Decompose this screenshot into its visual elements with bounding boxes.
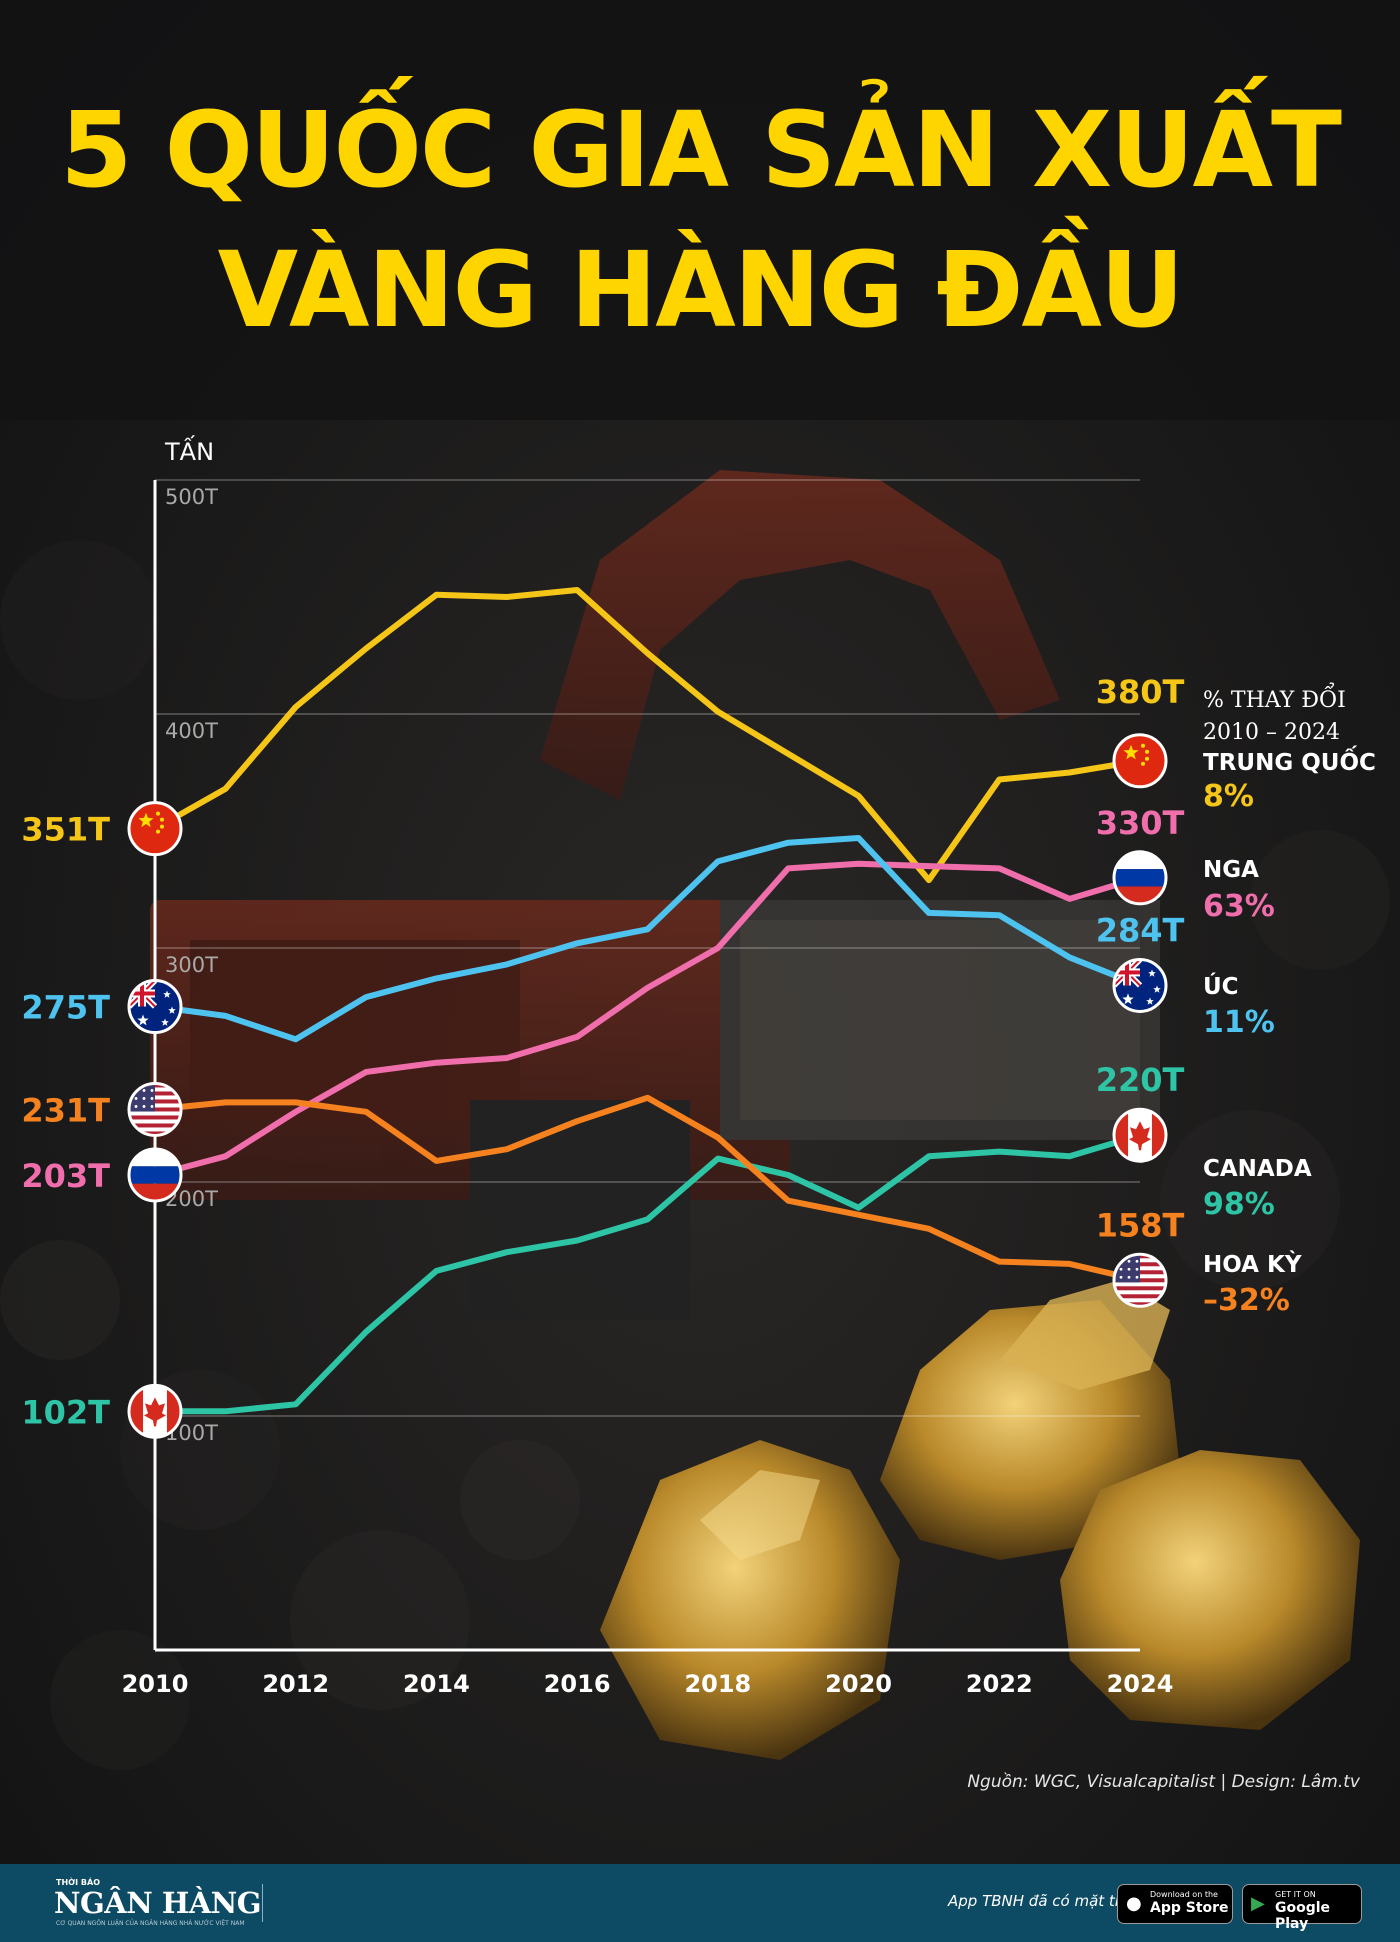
y-tick-label: 500T xyxy=(165,485,218,509)
flag-ring xyxy=(127,1383,183,1439)
x-tick-label: 2014 xyxy=(403,1670,470,1698)
brand-logo[interactable]: NGÂN HÀNG xyxy=(54,1886,262,1920)
google-play-button[interactable]: ▶ GET IT ON Google Play xyxy=(1242,1884,1362,1932)
app-store-button[interactable]: ● Download on the App Store xyxy=(1117,1884,1233,1924)
x-tick-label: 2012 xyxy=(262,1670,329,1698)
y-tick-label: 300T xyxy=(165,953,218,977)
x-tick-labels: 2010 2012 2014 2016 2018 2020 2022 2024 xyxy=(122,1670,1174,1698)
gold-nuggets-illustration xyxy=(600,1280,1360,1760)
x-tick-label: 2018 xyxy=(684,1670,751,1698)
x-tick-label: 2024 xyxy=(1107,1670,1174,1698)
change-percent-label: 63% xyxy=(1203,889,1275,924)
play-icon: ▶ xyxy=(1251,1893,1265,1914)
flag-ring xyxy=(1112,1107,1168,1163)
series-line-0 xyxy=(152,587,1143,884)
title-line-1: 5 QUỐC GIA SẢN XUẤT xyxy=(60,89,1342,211)
country-name-label: ÚC xyxy=(1203,972,1239,1000)
flag-ring xyxy=(1112,957,1168,1013)
footer-bar: THỜI BÁO NGÂN HÀNG CƠ QUAN NGÔN LUẬN CỦA… xyxy=(0,1864,1400,1942)
brand-tagline: CƠ QUAN NGÔN LUẬN CỦA NGÂN HÀNG NHÀ NƯỚC… xyxy=(56,1920,245,1927)
end-flag-marker xyxy=(1112,850,1168,906)
source-credit: Nguồn: WGC, Visualcapitalist | Design: L… xyxy=(967,1772,1360,1792)
x-tick-label: 2016 xyxy=(544,1670,611,1698)
grid-lines xyxy=(155,479,1140,1417)
country-name-label: NGA xyxy=(1203,857,1259,883)
app-store-label: App Store xyxy=(1150,1900,1229,1916)
start-value-label: 203T xyxy=(21,1157,110,1195)
app-store-small-label: Download on the xyxy=(1150,1890,1218,1899)
footer-divider xyxy=(262,1884,263,1922)
flag-ring xyxy=(1112,850,1168,906)
end-flag-marker xyxy=(1112,733,1168,789)
change-percent-label: 98% xyxy=(1203,1187,1275,1222)
title-line-2: VÀNG HÀNG ĐẦU xyxy=(217,229,1185,351)
x-tick-label: 2020 xyxy=(825,1670,892,1698)
flag-ring xyxy=(1112,733,1168,789)
y-axis-title: TẤN xyxy=(164,434,214,466)
end-flag-marker xyxy=(1112,957,1168,1013)
end-value-label: 220T xyxy=(1096,1061,1185,1099)
change-percent-label: 11% xyxy=(1203,1005,1275,1040)
series-line-2 xyxy=(152,835,1143,1043)
brand-prefix: THỜI BÁO xyxy=(56,1878,100,1887)
google-play-label: Google Play xyxy=(1275,1900,1331,1932)
end-value-label: 380T xyxy=(1096,673,1185,711)
start-value-label: 351T xyxy=(21,811,110,849)
flag-ring xyxy=(127,801,183,857)
start-value-label: 102T xyxy=(21,1393,110,1431)
series-line-3 xyxy=(152,1132,1143,1415)
series-markers xyxy=(127,733,1168,1439)
end-flag-marker xyxy=(1112,1107,1168,1163)
change-percent-label: –32% xyxy=(1203,1283,1290,1318)
country-name-label: HOA KỲ xyxy=(1203,1250,1302,1278)
start-flag-marker xyxy=(127,1383,183,1439)
start-flag-marker xyxy=(127,1081,183,1137)
end-value-label: 158T xyxy=(1096,1206,1185,1244)
change-header-line-1: % THAY ĐỔI xyxy=(1203,681,1346,713)
country-name-label: CANADA xyxy=(1203,1156,1312,1182)
end-flag-marker xyxy=(1112,1252,1168,1308)
flag-ring xyxy=(127,1081,183,1137)
start-flag-marker xyxy=(127,979,183,1034)
flag-ring xyxy=(1112,1252,1168,1308)
end-value-label: 284T xyxy=(1096,911,1185,949)
y-tick-label: 400T xyxy=(165,719,218,743)
apple-icon: ● xyxy=(1126,1893,1142,1914)
google-play-small-label: GET IT ON xyxy=(1275,1890,1316,1899)
app-availability-text: App TBNH đã có mặt trên xyxy=(948,1892,1140,1910)
series-lines xyxy=(152,587,1143,1415)
series-line-4 xyxy=(152,1094,1143,1284)
flag-ring xyxy=(127,1147,183,1203)
flag-ring xyxy=(127,979,183,1034)
change-percent-label: 8% xyxy=(1203,779,1254,814)
start-flag-marker xyxy=(127,1147,183,1203)
excavator-illustration xyxy=(150,470,1160,1320)
country-name-label: TRUNG QUỐC xyxy=(1203,745,1376,776)
x-tick-label: 2022 xyxy=(966,1670,1033,1698)
start-value-label: 231T xyxy=(21,1091,110,1129)
series-line-1 xyxy=(152,860,1143,1178)
start-value-label: 275T xyxy=(21,989,110,1027)
x-tick-label: 2010 xyxy=(122,1670,189,1698)
start-flag-marker xyxy=(127,801,183,857)
change-header-line-2: 2010 – 2024 xyxy=(1203,720,1340,745)
end-value-label: 330T xyxy=(1096,804,1185,842)
